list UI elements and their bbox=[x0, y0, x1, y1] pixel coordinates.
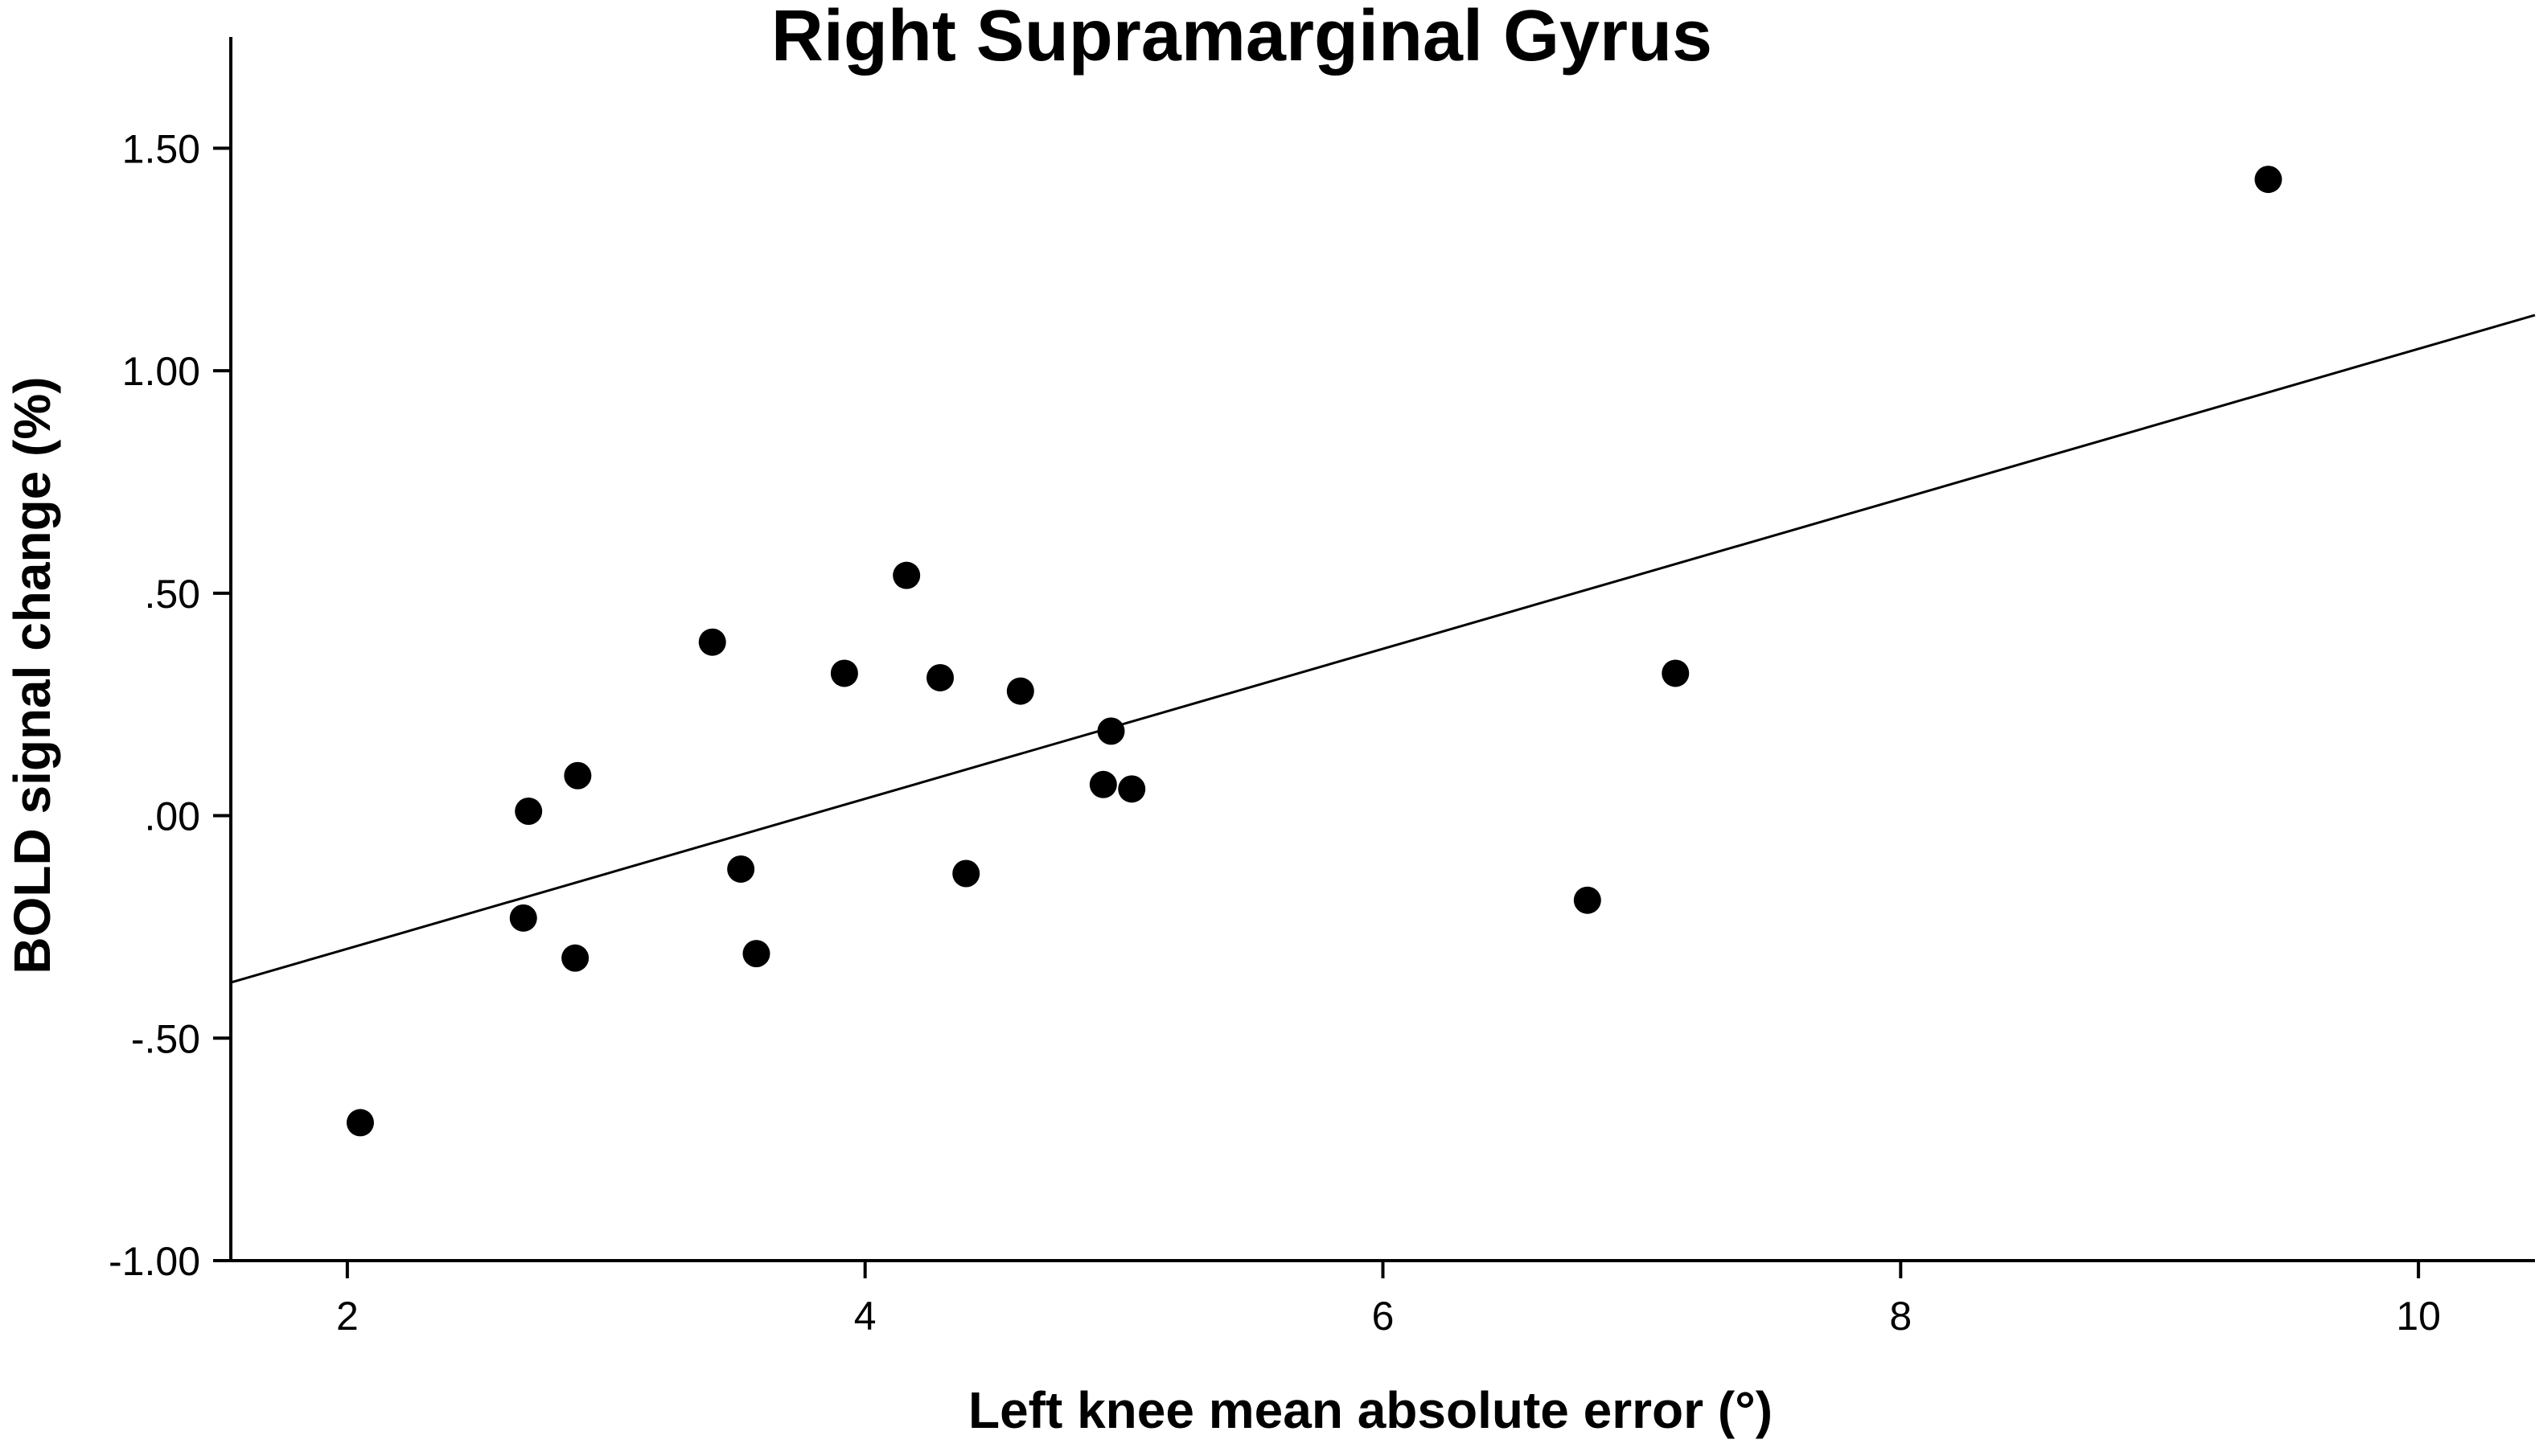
chart-title: Right Supramarginal Gyrus bbox=[771, 0, 1712, 76]
y-tick-label: .00 bbox=[144, 794, 200, 839]
data-point bbox=[1573, 886, 1601, 914]
x-ticks: 2 4 6 8 10 bbox=[336, 1261, 2441, 1339]
data-point bbox=[698, 628, 726, 656]
y-tick-label: 1.50 bbox=[122, 126, 200, 171]
data-point bbox=[561, 944, 590, 972]
data-point bbox=[830, 659, 858, 687]
y-tick-label: -.50 bbox=[131, 1016, 200, 1061]
x-tick-label: 10 bbox=[2396, 1294, 2441, 1339]
data-point bbox=[1089, 770, 1117, 798]
x-tick-label: 8 bbox=[1889, 1294, 1912, 1339]
data-point bbox=[893, 561, 921, 589]
y-tick-label: 1.00 bbox=[122, 349, 200, 394]
data-point bbox=[1118, 775, 1146, 803]
data-point bbox=[2254, 166, 2282, 194]
x-tick-label: 4 bbox=[854, 1294, 877, 1339]
data-point bbox=[1662, 659, 1690, 687]
y-tick-label: -1.00 bbox=[109, 1239, 200, 1284]
data-point bbox=[346, 1109, 374, 1137]
x-axis-label: Left knee mean absolute error (°) bbox=[968, 1381, 1773, 1439]
data-point bbox=[1097, 717, 1125, 745]
data-point bbox=[564, 761, 592, 790]
data-points bbox=[346, 166, 2282, 1137]
y-tick-label: .50 bbox=[144, 572, 200, 617]
data-point bbox=[727, 855, 755, 883]
regression-line bbox=[230, 314, 2536, 984]
data-point bbox=[742, 940, 770, 968]
data-point bbox=[1006, 677, 1034, 705]
x-tick-label: 2 bbox=[336, 1294, 359, 1339]
data-point bbox=[509, 904, 537, 932]
y-ticks: -1.00 -.50 .00 .50 1.00 1.50 bbox=[109, 126, 231, 1284]
data-point bbox=[926, 663, 955, 691]
data-point bbox=[515, 798, 543, 826]
y-axis-label: BOLD signal change (%) bbox=[3, 376, 61, 974]
x-tick-label: 6 bbox=[1372, 1294, 1395, 1339]
data-point bbox=[952, 859, 980, 888]
